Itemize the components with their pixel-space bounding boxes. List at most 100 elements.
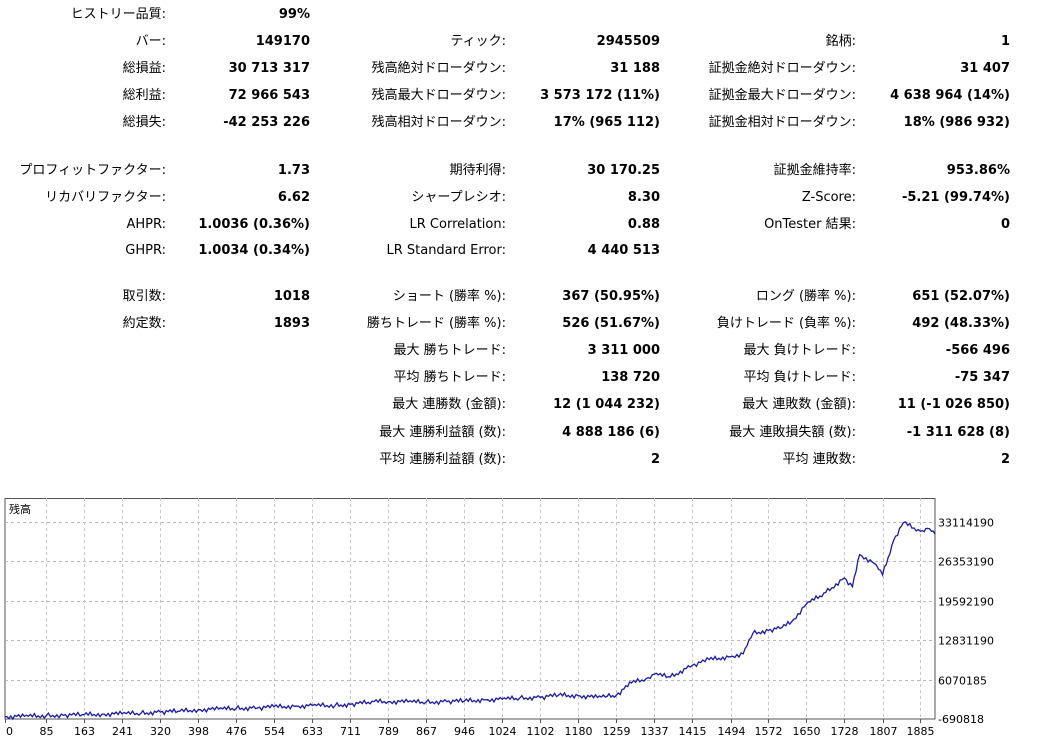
x-tick-label: 1337 bbox=[641, 725, 669, 738]
equity-dd-maximal-value: 4 638 964 (14%) bbox=[890, 88, 1010, 103]
short-trades-value: 367 (50.95%) bbox=[562, 289, 660, 304]
x-tick-label: 476 bbox=[226, 725, 247, 738]
x-tick-label: 1024 bbox=[489, 725, 517, 738]
x-tick-label: 1180 bbox=[565, 725, 593, 738]
ahpr-value: 1.0036 (0.36%) bbox=[198, 217, 310, 232]
gross-profit-value: 72 966 543 bbox=[228, 88, 310, 103]
loss-trades-value: 492 (48.33%) bbox=[912, 316, 1010, 331]
total-trades-value: 1018 bbox=[273, 289, 310, 304]
average-loss-trade-label: 平均 負けトレード: bbox=[743, 370, 856, 385]
expected-payoff-value: 30 170.25 bbox=[587, 163, 660, 178]
balance-dd-maximal-label: 残高最大ドローダウン: bbox=[371, 88, 506, 103]
ontester-result-value: 0 bbox=[1000, 217, 1010, 232]
x-tick-label: 867 bbox=[416, 725, 437, 738]
x-tick-label: 1259 bbox=[603, 725, 631, 738]
ticks-value: 2945509 bbox=[596, 34, 660, 49]
x-tick-label: 1415 bbox=[679, 725, 707, 738]
maximal-consecutive-loss-label: 最大 連敗損失額 (数): bbox=[729, 425, 856, 440]
max-consecutive-losses-label: 最大 連敗数 (金額): bbox=[742, 397, 856, 412]
chart-title: 残高 bbox=[9, 502, 31, 516]
balance-dd-relative-value: 17% (965 112) bbox=[553, 115, 660, 130]
balance-series-line bbox=[5, 521, 936, 721]
y-tick-label: 33114190 bbox=[938, 517, 994, 530]
z-score-label: Z-Score: bbox=[801, 190, 856, 205]
lr-correlation-label: LR Correlation: bbox=[409, 217, 506, 232]
x-tick-label: 320 bbox=[150, 725, 171, 738]
largest-profit-trade-value: 3 311 000 bbox=[587, 343, 660, 358]
x-tick-label: 789 bbox=[378, 725, 399, 738]
margin-level-label: 証拠金維持率: bbox=[773, 163, 856, 178]
lr-standard-error-value: 4 440 513 bbox=[587, 243, 660, 258]
ghpr-label: GHPR: bbox=[125, 243, 166, 258]
x-tick-label: 633 bbox=[302, 725, 323, 738]
balance-chart: 33114190 26353190 19592190 12831190 6070185 -… bbox=[0, 498, 1053, 743]
x-tick-label: 1650 bbox=[793, 725, 821, 738]
maximal-consecutive-profit-label: 最大 連勝利益額 (数): bbox=[379, 425, 506, 440]
long-trades-value: 651 (52.07%) bbox=[912, 289, 1010, 304]
x-tick-label: 1102 bbox=[527, 725, 555, 738]
balance-dd-absolute-label: 残高絶対ドローダウン: bbox=[371, 61, 506, 76]
profit-trades-label: 勝ちトレード (勝率 %): bbox=[366, 316, 506, 331]
total-net-profit-value: 30 713 317 bbox=[228, 61, 310, 76]
lr-standard-error-label: LR Standard Error: bbox=[386, 243, 506, 258]
x-tick-label: 1885 bbox=[907, 725, 935, 738]
ontester-result-label: OnTester 結果: bbox=[764, 217, 856, 232]
average-consecutive-losses-value: 2 bbox=[1000, 452, 1010, 467]
equity-dd-absolute-label: 証拠金絶対ドローダウン: bbox=[708, 61, 856, 76]
x-tick-label: 398 bbox=[188, 725, 209, 738]
x-tick-label: 946 bbox=[454, 725, 475, 738]
max-consecutive-wins-value: 12 (1 044 232) bbox=[553, 397, 660, 412]
lr-correlation-value: 0.88 bbox=[627, 217, 660, 232]
average-profit-trade-label: 平均 勝ちトレード: bbox=[393, 370, 506, 385]
recovery-factor-value: 6.62 bbox=[277, 190, 310, 205]
bars-value: 149170 bbox=[255, 34, 310, 49]
y-tick-label: 19592190 bbox=[938, 596, 994, 609]
largest-profit-trade-label: 最大 勝ちトレード: bbox=[393, 343, 506, 358]
bars-label: バー: bbox=[135, 34, 166, 49]
symbols-value: 1 bbox=[1000, 34, 1010, 49]
sharpe-ratio-label: シャープレシオ: bbox=[411, 190, 506, 205]
x-tick-label: 1807 bbox=[870, 725, 898, 738]
max-consecutive-losses-value: 11 (-1 026 850) bbox=[897, 397, 1010, 412]
y-tick-label: -690818 bbox=[938, 713, 984, 726]
x-tick-label: 241 bbox=[112, 725, 133, 738]
ghpr-value: 1.0034 (0.34%) bbox=[198, 243, 310, 258]
max-consecutive-wins-label: 最大 連勝数 (金額): bbox=[392, 397, 506, 412]
history-quality-label: ヒストリー品質: bbox=[70, 7, 166, 22]
gross-loss-label: 総損失: bbox=[122, 115, 166, 130]
average-consecutive-wins-label: 平均 連勝利益額 (数): bbox=[379, 452, 506, 467]
average-consecutive-losses-label: 平均 連敗数: bbox=[782, 452, 856, 467]
x-tick-label: 1728 bbox=[831, 725, 859, 738]
gross-loss-value: -42 253 226 bbox=[223, 115, 310, 130]
symbols-label: 銘柄: bbox=[825, 34, 856, 49]
average-profit-trade-value: 138 720 bbox=[601, 370, 660, 385]
y-tick-label: 6070185 bbox=[938, 675, 987, 688]
total-net-profit-label: 総損益: bbox=[122, 61, 166, 76]
largest-loss-trade-label: 最大 負けトレード: bbox=[743, 343, 856, 358]
y-tick-label: 26353190 bbox=[938, 556, 994, 569]
equity-dd-relative-label: 証拠金相対ドローダウン: bbox=[708, 115, 856, 130]
long-trades-label: ロング (勝率 %): bbox=[755, 289, 856, 304]
x-tick-label: 163 bbox=[74, 725, 95, 738]
balance-dd-absolute-value: 31 188 bbox=[610, 61, 660, 76]
x-tick-label: 1572 bbox=[755, 725, 783, 738]
expected-payoff-label: 期待利得: bbox=[449, 163, 506, 178]
sharpe-ratio-value: 8.30 bbox=[627, 190, 660, 205]
ticks-label: ティック: bbox=[450, 34, 506, 49]
largest-loss-trade-value: -566 496 bbox=[945, 343, 1010, 358]
total-trades-label: 取引数: bbox=[122, 289, 166, 304]
ahpr-label: AHPR: bbox=[126, 217, 166, 232]
loss-trades-label: 負けトレード (負率 %): bbox=[716, 316, 856, 331]
balance-dd-relative-label: 残高相対ドローダウン: bbox=[371, 115, 506, 130]
x-tick-label: 0 bbox=[6, 725, 13, 738]
equity-dd-relative-value: 18% (986 932) bbox=[903, 115, 1010, 130]
average-loss-trade-value: -75 347 bbox=[954, 370, 1010, 385]
equity-dd-absolute-value: 31 407 bbox=[960, 61, 1010, 76]
chart-frame bbox=[4, 498, 936, 720]
x-tick-label: 85 bbox=[40, 725, 54, 738]
y-tick-label: 12831190 bbox=[938, 635, 994, 648]
balance-dd-maximal-value: 3 573 172 (11%) bbox=[540, 88, 660, 103]
average-consecutive-wins-value: 2 bbox=[650, 452, 660, 467]
maximal-consecutive-loss-value: -1 311 628 (8) bbox=[906, 425, 1010, 440]
profit-trades-value: 526 (51.67%) bbox=[562, 316, 660, 331]
